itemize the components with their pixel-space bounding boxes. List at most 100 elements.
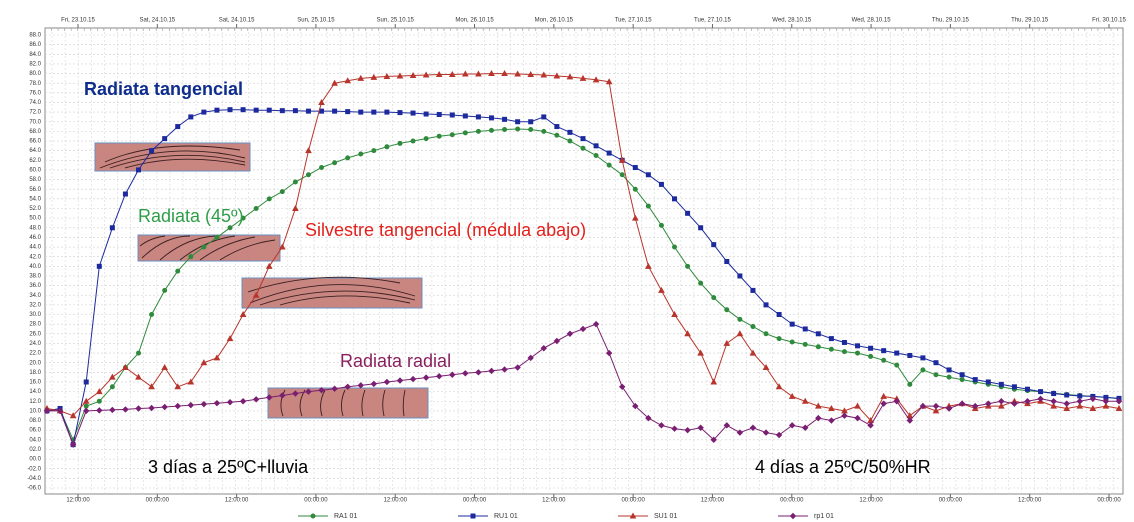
point [149, 148, 155, 154]
y-tick-label: 52.0 [29, 206, 41, 212]
plot-area [43, 70, 1123, 448]
point [188, 254, 194, 260]
y-tick-label: -04.0 [27, 476, 41, 482]
point [880, 392, 888, 399]
point [893, 398, 900, 405]
point [579, 325, 587, 333]
point [828, 417, 835, 424]
point [1064, 392, 1070, 398]
point [645, 262, 652, 269]
point [841, 349, 847, 355]
y-tick-label: 14.0 [29, 389, 41, 395]
point [789, 339, 795, 345]
y-tick-label: 68.0 [29, 129, 41, 135]
wood-sample [241, 276, 423, 309]
point [345, 109, 351, 115]
point [881, 348, 887, 354]
point [226, 399, 234, 406]
point [814, 402, 822, 409]
point [711, 242, 717, 248]
point [187, 378, 195, 385]
point [345, 155, 351, 161]
point [410, 110, 416, 116]
point [148, 383, 155, 390]
y-tick-label: 10.0 [29, 408, 41, 414]
point [515, 126, 521, 132]
y-tick-label: 24.0 [29, 341, 41, 347]
point [95, 388, 103, 395]
point [305, 172, 311, 178]
point [711, 295, 717, 301]
point [384, 109, 390, 115]
point [109, 373, 116, 380]
wood-sample [137, 234, 281, 262]
x-bottom-label: 12:00:00 [542, 498, 566, 504]
point [175, 268, 181, 274]
point [305, 388, 312, 395]
point [919, 402, 927, 410]
point [605, 78, 613, 85]
x-top-label: Sat, 24.10.15 [219, 18, 255, 24]
point [187, 401, 195, 409]
x-bottom-label: 00:00:00 [780, 498, 804, 504]
point [449, 132, 455, 138]
point [252, 396, 260, 403]
point [82, 397, 90, 404]
point [1038, 389, 1044, 395]
point [841, 412, 848, 419]
point [422, 374, 430, 381]
point [1115, 398, 1123, 405]
point [501, 70, 508, 77]
point [685, 210, 691, 216]
y-tick-label: 36.0 [29, 283, 41, 289]
point [723, 339, 731, 346]
point [854, 402, 861, 409]
y-tick-label: 50.0 [29, 216, 41, 222]
point [279, 108, 285, 114]
point [763, 331, 769, 337]
point [319, 165, 325, 171]
point [566, 73, 574, 80]
point [801, 397, 809, 404]
point [1063, 400, 1070, 407]
point [358, 109, 364, 115]
y-tick-label: 72.0 [29, 110, 41, 116]
point [828, 336, 834, 342]
point [214, 234, 220, 240]
x-top-label: Wed, 28.10.15 [852, 18, 892, 24]
legend-label: SU1 01 [654, 513, 677, 520]
point [371, 148, 377, 154]
point [292, 179, 298, 185]
point [136, 350, 142, 356]
point [1115, 404, 1123, 411]
point [554, 124, 560, 130]
point [383, 72, 391, 79]
point [475, 128, 481, 134]
point [528, 126, 534, 132]
y-tick-label: 40.0 [29, 264, 41, 270]
y-tick-label: 00.0 [29, 457, 41, 463]
point [828, 346, 834, 352]
point [135, 405, 142, 412]
y-tick-label: 42.0 [29, 254, 41, 260]
point [319, 108, 325, 114]
point [528, 119, 534, 125]
x-top-label: Sun, 25.10.15 [297, 18, 335, 24]
point [553, 72, 561, 79]
x-top-label: Thu, 29.10.15 [932, 18, 970, 24]
point [449, 112, 455, 118]
point [332, 160, 338, 166]
annotation: Radiata radial [340, 351, 451, 371]
y-tick-label: 66.0 [29, 139, 41, 145]
y-tick-label: 26.0 [29, 331, 41, 337]
point [632, 186, 638, 192]
point [200, 400, 208, 408]
point [631, 214, 639, 221]
x-top-label: Wed, 28.10.15 [772, 18, 812, 24]
point [605, 349, 613, 357]
point [1076, 398, 1083, 405]
y-tick-label: 58.0 [29, 177, 41, 183]
y-tick-label: 32.0 [29, 302, 41, 308]
x-bottom-label: 12:00:00 [66, 498, 90, 504]
point [292, 204, 299, 211]
